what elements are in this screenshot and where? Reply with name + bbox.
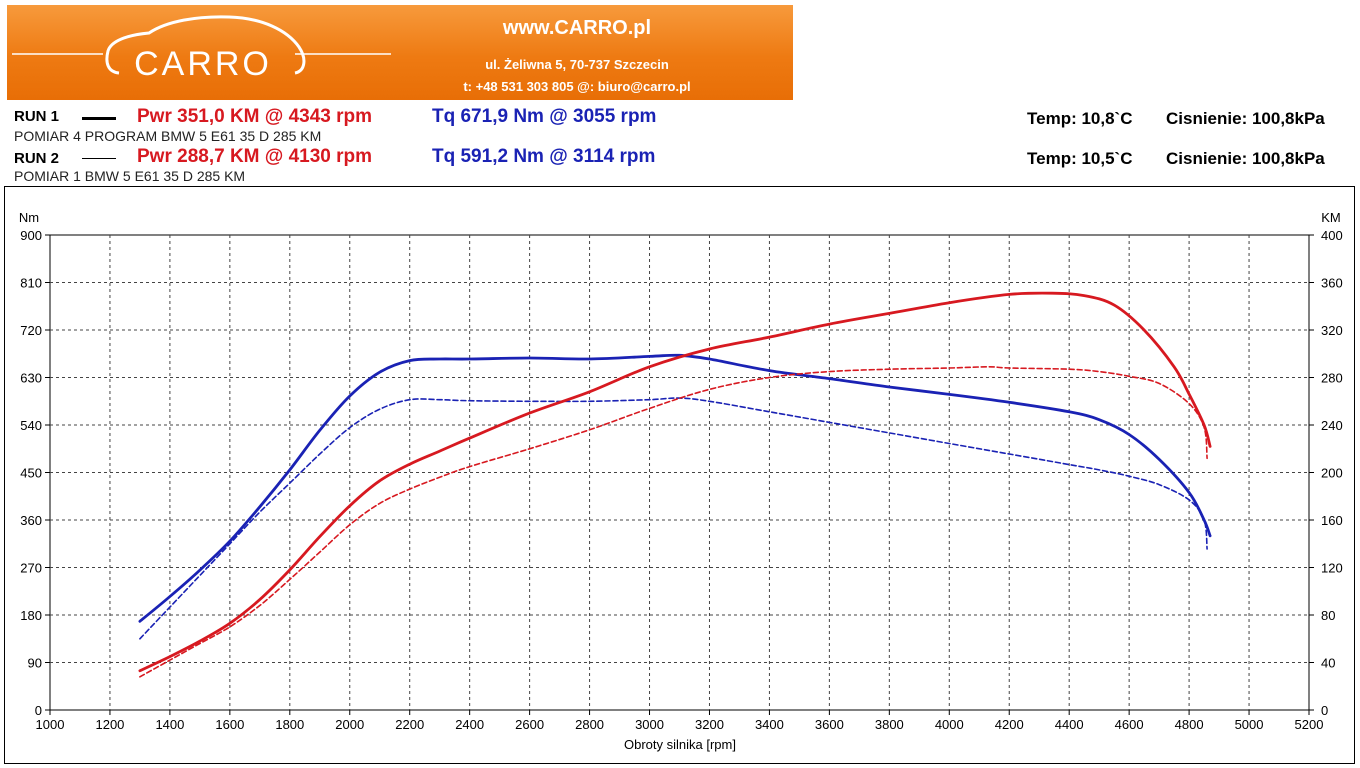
x-tick-label: 1800 [275, 717, 304, 732]
curves [138, 291, 1212, 678]
y-tick-label: 720 [20, 323, 42, 338]
header-banner: CARRO www.CARRO.pl ul. Żeliwna 5, 70-737… [7, 5, 793, 100]
ticks: 1000 1200 1400 1600 1800 2000 2200 2400 2600 2800… [20, 228, 1342, 732]
x-tick-label: 1400 [155, 717, 184, 732]
y2-tick-label: 360 [1321, 276, 1343, 291]
torque-run1-curve [138, 353, 1212, 623]
y-tick-label: 630 [20, 371, 42, 386]
x-tick-label: 2000 [335, 717, 364, 732]
power-run1-curve [138, 291, 1212, 673]
run2-power: Pwr 288,7 KM @ 4130 rpm [137, 146, 373, 167]
x-tick-label: 4200 [995, 717, 1024, 732]
x-tick-label: 3600 [815, 717, 844, 732]
run2-line-sample [82, 158, 116, 159]
x-tick-label: 2800 [575, 717, 604, 732]
y-tick-label: 900 [20, 228, 42, 243]
run1-power: Pwr 351,0 KM @ 4343 rpm [137, 106, 373, 127]
run1-torque: Tq 671,9 Nm @ 3055 rpm [432, 106, 657, 127]
logo-text: CARRO [134, 45, 272, 83]
x-tick-label: 3400 [755, 717, 784, 732]
y2-tick-label: 120 [1321, 561, 1343, 576]
y2-tick-label: 280 [1321, 371, 1343, 386]
y-tick-label: 270 [20, 561, 42, 576]
run1-label: RUN 1 [14, 108, 60, 125]
run2-description: POMIAR 1 BMW 5 E61 35 D 285 KM [14, 168, 246, 184]
run2-pressure: Cisnienie: 100,8kPa [1166, 149, 1325, 168]
y-tick-label: 360 [20, 513, 42, 528]
y-tick-label: 0 [35, 703, 42, 718]
x-tick-label: 3000 [635, 717, 664, 732]
x-tick-label: 1200 [95, 717, 124, 732]
x-tick-label: 1600 [215, 717, 244, 732]
y-tick-label: 90 [28, 656, 42, 671]
y-axis-label: Nm [19, 210, 39, 225]
run1-temp: Temp: 10,8`C [1027, 109, 1133, 128]
y-tick-label: 540 [20, 418, 42, 433]
contact-info: t: +48 531 303 805 @: biuro@carro.pl [463, 79, 691, 94]
y2-tick-label: 160 [1321, 513, 1343, 528]
address: ul. Żeliwna 5, 70-737 Szczecin [485, 57, 669, 72]
run1-pressure: Cisnienie: 100,8kPa [1166, 109, 1325, 128]
x-tick-label: 4400 [1055, 717, 1084, 732]
torque-run2-curve [139, 397, 1208, 640]
y2-axis-label: KM [1321, 210, 1341, 225]
y2-tick-label: 80 [1321, 608, 1335, 623]
run2-torque: Tq 591,2 Nm @ 3114 rpm [432, 146, 656, 167]
run2-label: RUN 2 [14, 150, 60, 167]
x-tick-label: 2600 [515, 717, 544, 732]
x-tick-label: 3200 [695, 717, 724, 732]
chart-frame [4, 186, 1355, 764]
x-tick-label: 2200 [395, 717, 424, 732]
logo-car-outline [105, 15, 306, 75]
y2-tick-label: 200 [1321, 466, 1343, 481]
carro-logo: CARRO [12, 15, 391, 83]
grid [50, 235, 1309, 710]
y2-tick-label: 320 [1321, 323, 1343, 338]
x-tick-label: 4000 [935, 717, 964, 732]
run1-line-sample [82, 117, 116, 120]
x-tick-label: 2400 [455, 717, 484, 732]
y2-tick-label: 240 [1321, 418, 1343, 433]
y2-tick-label: 0 [1321, 703, 1328, 718]
site-url: www.CARRO.pl [502, 17, 652, 39]
run2-temp: Temp: 10,5`C [1027, 149, 1133, 168]
y-tick-label: 810 [20, 276, 42, 291]
x-axis-label: Obroty silnika [rpm] [624, 737, 736, 752]
y2-tick-label: 40 [1321, 656, 1335, 671]
x-tick-label: 4600 [1115, 717, 1144, 732]
x-tick-label: 5200 [1295, 717, 1324, 732]
x-tick-label: 3800 [875, 717, 904, 732]
run1-description: POMIAR 4 PROGRAM BMW 5 E61 35 D 285 KM [14, 128, 322, 144]
y-tick-label: 450 [20, 466, 42, 481]
x-tick-label: 1000 [36, 717, 65, 732]
x-tick-label: 4800 [1175, 717, 1204, 732]
y2-tick-label: 400 [1321, 228, 1343, 243]
x-tick-label: 5000 [1235, 717, 1264, 732]
power-run2-curve [139, 366, 1208, 678]
y-tick-label: 180 [20, 608, 42, 623]
